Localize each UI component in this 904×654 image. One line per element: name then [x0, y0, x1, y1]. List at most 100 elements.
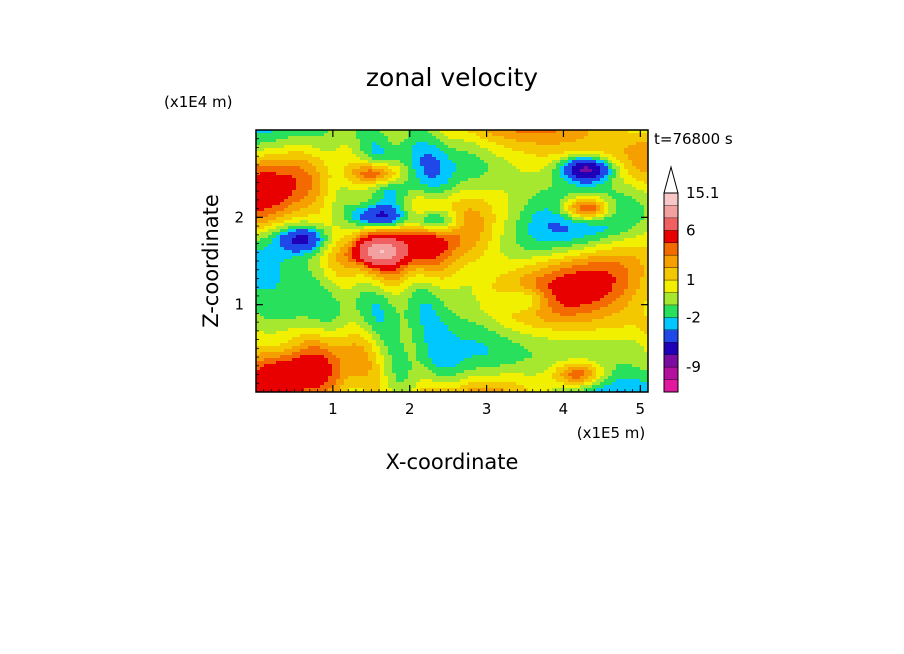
- field-cell: [320, 145, 325, 149]
- field-cell: [560, 169, 565, 173]
- field-cell: [400, 169, 405, 173]
- field-cell: [400, 172, 405, 176]
- field-cell: [276, 178, 281, 182]
- field-cell: [352, 133, 357, 137]
- field-cell: [616, 160, 621, 164]
- field-cell: [268, 136, 273, 140]
- field-cell: [580, 157, 585, 161]
- field-cell: [524, 145, 529, 149]
- field-cell: [628, 139, 633, 143]
- field-cell: [580, 130, 585, 134]
- field-cell: [380, 151, 385, 155]
- field-cell: [532, 145, 537, 149]
- field-cell: [344, 130, 349, 134]
- field-cell: [436, 172, 441, 176]
- field-cell: [372, 154, 377, 158]
- field-cell: [516, 151, 521, 155]
- field-cell: [300, 145, 305, 149]
- field-cell: [376, 142, 381, 146]
- field-cell: [436, 166, 441, 170]
- field-cell: [352, 130, 357, 134]
- field-cell: [380, 160, 385, 164]
- field-cell: [548, 154, 553, 158]
- field-cell: [340, 169, 345, 173]
- field-cell: [440, 142, 445, 146]
- field-cell: [296, 154, 301, 158]
- field-cell: [616, 175, 621, 179]
- field-cell: [480, 157, 485, 161]
- field-cell: [604, 163, 609, 167]
- field-cell: [420, 145, 425, 149]
- field-cell: [344, 139, 349, 143]
- field-cell: [300, 178, 305, 182]
- field-cell: [556, 160, 561, 164]
- field-cell: [592, 148, 597, 152]
- field-cell: [372, 148, 377, 152]
- field-cell: [428, 163, 433, 167]
- field-cell: [528, 166, 533, 170]
- field-cell: [284, 142, 289, 146]
- field-cell: [448, 163, 453, 167]
- field-cell: [624, 169, 629, 173]
- field-cell: [404, 157, 409, 161]
- field-cell: [364, 136, 369, 140]
- field-cell: [404, 178, 409, 182]
- field-cell: [624, 151, 629, 155]
- field-cell: [392, 154, 397, 158]
- field-cell: [460, 133, 465, 137]
- field-cell: [396, 166, 401, 170]
- field-cell: [636, 154, 641, 158]
- field-cell: [292, 169, 297, 173]
- field-cell: [320, 175, 325, 179]
- field-cell: [512, 148, 517, 152]
- field-cell: [400, 133, 405, 137]
- field-cell: [496, 136, 501, 140]
- field-cell: [384, 163, 389, 167]
- field-cell: [388, 145, 393, 149]
- field-cell: [580, 133, 585, 137]
- field-cell: [544, 154, 549, 158]
- field-cell: [544, 166, 549, 170]
- field-cell: [292, 151, 297, 155]
- field-cell: [288, 166, 293, 170]
- field-cell: [300, 139, 305, 143]
- field-cell: [316, 175, 321, 179]
- field-cell: [428, 166, 433, 170]
- field-cell: [572, 157, 577, 161]
- field-cell: [376, 145, 381, 149]
- field-cell: [408, 169, 413, 173]
- field-cell: [316, 169, 321, 173]
- field-cell: [628, 142, 633, 146]
- time-label: t=76800 s: [654, 130, 733, 148]
- field-cell: [612, 139, 617, 143]
- field-cell: [304, 163, 309, 167]
- plot-area: [255, 129, 649, 393]
- field-cell: [408, 163, 413, 167]
- field-cell: [640, 160, 645, 164]
- field-cell: [444, 142, 449, 146]
- field-cell: [364, 163, 369, 167]
- y-axis-unit: (x1E4 m): [164, 93, 233, 111]
- field-cell: [472, 136, 477, 140]
- field-cell: [544, 148, 549, 152]
- field-cell: [340, 160, 345, 164]
- field-cell: [632, 136, 637, 140]
- field-cell: [348, 178, 353, 182]
- field-cell: [304, 133, 309, 137]
- field-cell: [496, 145, 501, 149]
- field-cell: [476, 142, 481, 146]
- field-cell: [468, 172, 473, 176]
- field-cell: [408, 139, 413, 143]
- field-cell: [272, 142, 277, 146]
- field-cell: [456, 160, 461, 164]
- field-cell: [496, 163, 501, 167]
- field-cell: [348, 175, 353, 179]
- field-cell: [380, 169, 385, 173]
- field-cell: [332, 136, 337, 140]
- field-cell: [540, 130, 545, 134]
- field-cell: [372, 142, 377, 146]
- field-cell: [300, 154, 305, 158]
- field-cell: [600, 136, 605, 140]
- field-cell: [500, 142, 505, 146]
- field-cell: [548, 136, 553, 140]
